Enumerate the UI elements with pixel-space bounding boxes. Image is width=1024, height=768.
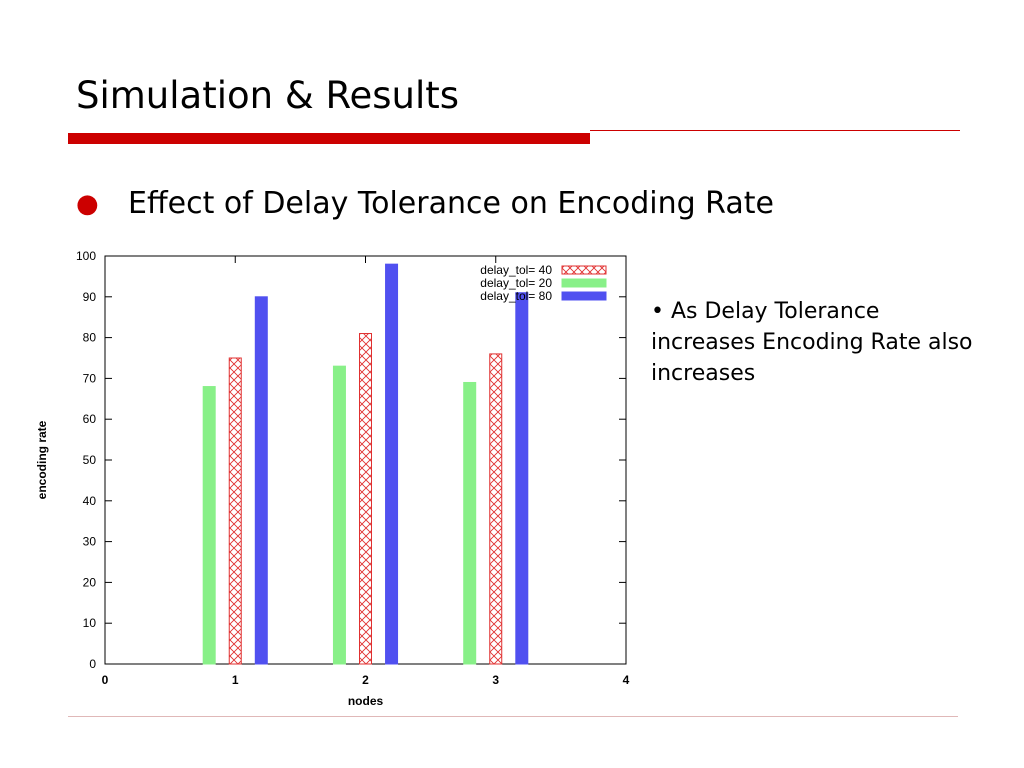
- y-axis-label: encoding rate: [35, 420, 49, 499]
- legend-label: delay_tol= 40: [480, 263, 552, 277]
- bar: [202, 386, 216, 665]
- y-tick-label: 100: [76, 249, 96, 263]
- y-tick-label: 20: [83, 575, 97, 589]
- footer-rule: [68, 716, 958, 717]
- x-axis-label: nodes: [348, 694, 384, 708]
- bar: [332, 365, 346, 665]
- bar: [463, 381, 477, 665]
- y-tick-label: 30: [83, 535, 97, 549]
- bar: [489, 353, 503, 665]
- y-tick-label: 40: [83, 494, 97, 508]
- bar: [359, 333, 372, 665]
- bar: [515, 292, 529, 665]
- y-tick-label: 90: [83, 290, 97, 304]
- bar: [228, 357, 242, 665]
- legend-label: delay_tol= 80: [480, 289, 552, 303]
- encoding-rate-chart: 0 10 20 30 40 50 60 70 80 90 100 0 1 2 3 4 nodes encoding…: [35, 249, 630, 708]
- legend-label: delay_tol= 20: [480, 276, 552, 290]
- x-tick-label: 2: [362, 673, 369, 687]
- title-underline-thin: [590, 130, 960, 131]
- bullet-dot-icon: ●: [76, 189, 99, 219]
- y-tick-label: 10: [83, 616, 97, 630]
- slide-title: Simulation & Results: [76, 74, 460, 117]
- bar: [254, 296, 268, 665]
- y-tick-label: 80: [83, 331, 97, 345]
- side-note: • As Delay Tolerance increases Encoding …: [651, 299, 973, 386]
- legend-swatch: [561, 265, 607, 275]
- y-tick-label: 60: [83, 412, 97, 426]
- bar: [385, 263, 399, 665]
- legend-swatch: [561, 291, 607, 301]
- x-tick-label: 1: [232, 673, 239, 687]
- y-tick-label: 0: [89, 657, 96, 671]
- legend-swatch: [561, 278, 607, 288]
- x-tick-label: 4: [623, 673, 630, 687]
- y-tick-label: 70: [83, 371, 97, 385]
- main-bullet-text: Effect of Delay Tolerance on Encoding Ra…: [128, 186, 774, 221]
- title-underline-thick: [68, 133, 590, 144]
- x-tick-label: 3: [492, 673, 499, 687]
- y-tick-label: 50: [83, 453, 97, 467]
- x-tick-label: 0: [102, 673, 109, 687]
